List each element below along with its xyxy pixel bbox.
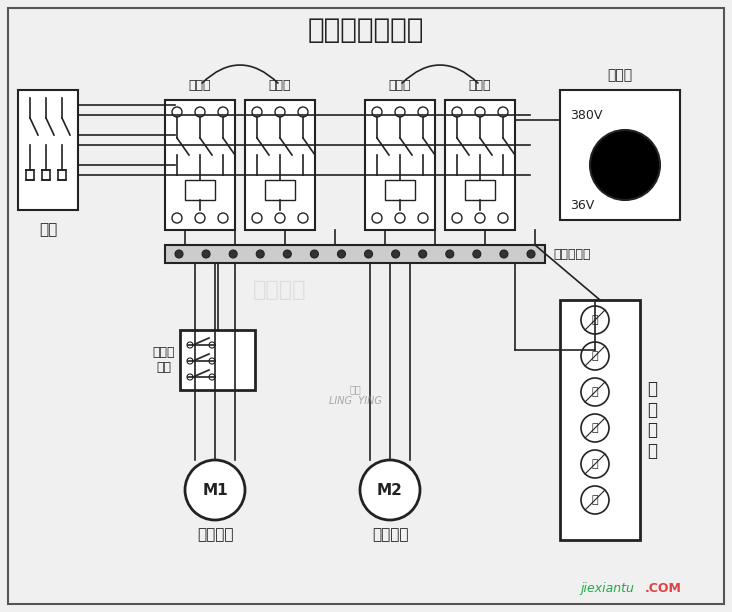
- Bar: [165, 100, 235, 230]
- Circle shape: [446, 250, 454, 258]
- Circle shape: [218, 213, 228, 223]
- Bar: [185, 180, 215, 200]
- Circle shape: [498, 107, 508, 117]
- Circle shape: [229, 250, 237, 258]
- Text: 升降电机: 升降电机: [197, 528, 234, 542]
- Circle shape: [581, 414, 609, 442]
- Text: 断火限
位器: 断火限 位器: [152, 346, 175, 374]
- Circle shape: [275, 107, 285, 117]
- Circle shape: [392, 250, 400, 258]
- Circle shape: [473, 250, 481, 258]
- Circle shape: [172, 107, 182, 117]
- Text: 凌鹰
LING  YING: 凌鹰 LING YING: [329, 384, 381, 406]
- Text: 红: 红: [591, 351, 598, 361]
- Circle shape: [337, 250, 346, 258]
- Circle shape: [209, 358, 215, 364]
- Circle shape: [202, 250, 210, 258]
- Circle shape: [218, 107, 228, 117]
- Circle shape: [175, 250, 183, 258]
- Circle shape: [498, 213, 508, 223]
- Circle shape: [310, 250, 318, 258]
- Bar: [385, 180, 415, 200]
- Circle shape: [209, 342, 215, 348]
- Text: 接触器: 接触器: [468, 79, 491, 92]
- Text: 接触器: 接触器: [189, 79, 212, 92]
- Text: M2: M2: [377, 482, 403, 498]
- Text: 闸刀: 闸刀: [39, 222, 57, 237]
- Text: 380V: 380V: [570, 108, 602, 122]
- Text: 上: 上: [591, 387, 598, 397]
- Circle shape: [475, 213, 485, 223]
- Circle shape: [298, 107, 308, 117]
- Text: 接线端子排: 接线端子排: [553, 247, 591, 261]
- Bar: [180, 330, 255, 390]
- Text: .COM: .COM: [645, 582, 682, 595]
- Circle shape: [418, 213, 428, 223]
- Circle shape: [372, 213, 382, 223]
- Bar: [560, 300, 640, 540]
- Circle shape: [581, 486, 609, 514]
- Circle shape: [452, 213, 462, 223]
- Circle shape: [581, 378, 609, 406]
- Circle shape: [195, 107, 205, 117]
- Circle shape: [581, 450, 609, 478]
- Bar: [265, 180, 295, 200]
- Text: 接触器: 接触器: [389, 79, 411, 92]
- Circle shape: [275, 213, 285, 223]
- Circle shape: [372, 107, 382, 117]
- Bar: [560, 90, 680, 220]
- Circle shape: [187, 374, 193, 380]
- Bar: [165, 245, 545, 263]
- Text: 电动葫芦接线图: 电动葫芦接线图: [308, 16, 424, 44]
- Circle shape: [475, 107, 485, 117]
- Circle shape: [395, 213, 405, 223]
- Circle shape: [418, 107, 428, 117]
- Circle shape: [360, 460, 420, 520]
- Bar: [445, 100, 515, 230]
- Text: 左: 左: [591, 459, 598, 469]
- Circle shape: [500, 250, 508, 258]
- Circle shape: [581, 342, 609, 370]
- Text: 右: 右: [591, 495, 598, 505]
- Text: 操
作
手
柄: 操 作 手 柄: [647, 380, 657, 460]
- Circle shape: [187, 358, 193, 364]
- Text: 接触器: 接触器: [269, 79, 291, 92]
- Bar: [465, 180, 495, 200]
- Text: M1: M1: [202, 482, 228, 498]
- Circle shape: [187, 342, 193, 348]
- Circle shape: [185, 460, 245, 520]
- Circle shape: [209, 374, 215, 380]
- Circle shape: [527, 250, 535, 258]
- Circle shape: [581, 306, 609, 334]
- Bar: [18, 90, 78, 210]
- Text: 绿: 绿: [591, 315, 598, 325]
- Circle shape: [195, 213, 205, 223]
- Text: 下: 下: [591, 423, 598, 433]
- Circle shape: [452, 107, 462, 117]
- Circle shape: [298, 213, 308, 223]
- Circle shape: [172, 213, 182, 223]
- Circle shape: [283, 250, 291, 258]
- Circle shape: [252, 107, 262, 117]
- Bar: [245, 100, 315, 230]
- Circle shape: [252, 213, 262, 223]
- Circle shape: [365, 250, 373, 258]
- Text: 行走电机: 行走电机: [372, 528, 408, 542]
- Text: 36V: 36V: [570, 198, 594, 212]
- Bar: [365, 100, 435, 230]
- Circle shape: [256, 250, 264, 258]
- Circle shape: [395, 107, 405, 117]
- Circle shape: [590, 130, 660, 200]
- Text: jiexiantu: jiexiantu: [580, 582, 634, 595]
- Text: 变压器: 变压器: [608, 68, 632, 82]
- Text: 北京凌鹰: 北京凌鹰: [253, 280, 307, 300]
- Circle shape: [419, 250, 427, 258]
